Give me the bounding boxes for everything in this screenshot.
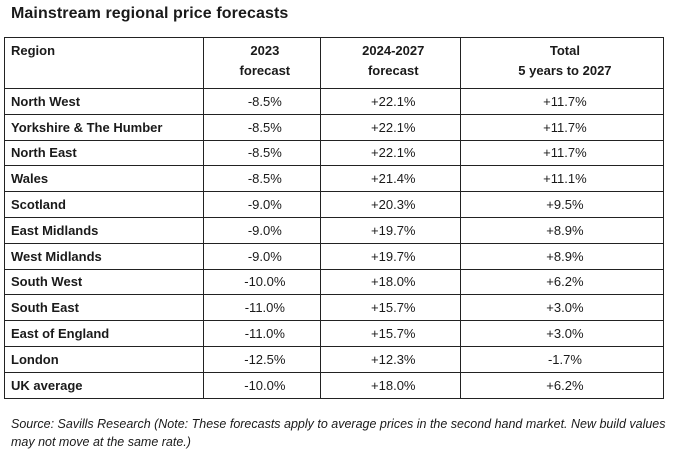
page-title: Mainstream regional price forecasts: [11, 5, 289, 22]
header-region: Region: [4, 37, 204, 89]
forecast-2023-cell: -11.0%: [203, 294, 321, 322]
forecast-table: Region 2023 forecast 2024-2027 forecast …: [4, 37, 665, 399]
forecast-2024-2027-cell: +22.1%: [319, 139, 461, 167]
forecast-2024-2027-cell: +12.3%: [319, 345, 461, 373]
region-cell: South West: [4, 268, 204, 296]
forecast-2024-2027-cell: +15.7%: [319, 294, 461, 322]
table-header-row: Region 2023 forecast 2024-2027 forecast …: [4, 37, 665, 89]
total-5-years-cell: +11.7%: [459, 88, 665, 115]
forecast-2023-cell: -10.0%: [203, 268, 321, 296]
region-cell: London: [4, 345, 204, 373]
header-total-line2: 5 years to 2027: [518, 63, 612, 78]
table-row: East Midlands -9.0% +19.7% +8.9%: [4, 216, 665, 244]
total-5-years-cell: -1.7%: [459, 345, 665, 373]
region-cell: UK average: [4, 371, 204, 399]
forecast-2023-cell: -11.0%: [203, 320, 321, 347]
forecast-2023-cell: -8.5%: [203, 113, 321, 141]
forecast-2024-2027-cell: +18.0%: [319, 371, 461, 399]
region-cell: South East: [4, 294, 204, 322]
total-5-years-cell: +6.2%: [459, 268, 665, 296]
table-row: Yorkshire & The Humber -8.5% +22.1% +11.7%: [4, 113, 665, 141]
table-row: South East -11.0% +15.7% +3.0%: [4, 294, 665, 322]
table-row: UK average -10.0% +18.0% +6.2%: [4, 371, 665, 399]
table-row: Scotland -9.0% +20.3% +9.5%: [4, 191, 665, 218]
forecast-2023-cell: -9.0%: [203, 191, 321, 218]
header-2023-line2: forecast: [239, 63, 291, 78]
region-cell: Wales: [4, 165, 204, 193]
forecast-2024-2027-cell: +18.0%: [319, 268, 461, 296]
total-5-years-cell: +11.7%: [459, 139, 665, 167]
region-cell: North West: [4, 88, 204, 115]
header-total: Total 5 years to 2027: [459, 37, 665, 89]
forecast-2024-2027-cell: +15.7%: [319, 320, 461, 347]
table-row: East of England -11.0% +15.7% +3.0%: [4, 320, 665, 347]
table-row: North West -8.5% +22.1% +11.7%: [4, 88, 665, 115]
forecast-2023-cell: -10.0%: [203, 371, 321, 399]
table-body: North West -8.5% +22.1% +11.7% Yorkshire & T…: [4, 88, 665, 399]
total-5-years-cell: +9.5%: [459, 191, 665, 218]
header-2024-2027-forecast: 2024-2027 forecast: [319, 37, 461, 89]
table-row: West Midlands -9.0% +19.7% +8.9%: [4, 242, 665, 270]
forecast-2023-cell: -9.0%: [203, 216, 321, 244]
total-5-years-cell: +11.1%: [459, 165, 665, 193]
total-5-years-cell: +8.9%: [459, 216, 665, 244]
total-5-years-cell: +11.7%: [459, 113, 665, 141]
forecast-2024-2027-cell: +19.7%: [319, 216, 461, 244]
total-5-years-cell: +6.2%: [459, 371, 665, 399]
region-cell: West Midlands: [4, 242, 204, 270]
forecast-2023-cell: -8.5%: [203, 165, 321, 193]
total-5-years-cell: +3.0%: [459, 320, 665, 347]
header-2024-2027-line2: forecast: [367, 63, 419, 78]
source-note: Source: Savills Research (Note: These fo…: [11, 417, 666, 449]
table-row: London -12.5% +12.3% -1.7%: [4, 345, 665, 373]
forecast-2023-cell: -8.5%: [203, 88, 321, 115]
region-cell: East Midlands: [4, 216, 204, 244]
region-cell: East of England: [4, 320, 204, 347]
region-cell: Yorkshire & The Humber: [4, 113, 204, 141]
header-2023-line1: 2023: [250, 43, 280, 58]
header-2023-forecast: 2023 forecast: [203, 37, 321, 89]
forecast-2024-2027-cell: +19.7%: [319, 242, 461, 270]
header-total-line1: Total: [549, 43, 580, 58]
total-5-years-cell: +8.9%: [459, 242, 665, 270]
total-5-years-cell: +3.0%: [459, 294, 665, 322]
table-row: North East -8.5% +22.1% +11.7%: [4, 139, 665, 167]
region-cell: Scotland: [4, 191, 204, 218]
forecast-2024-2027-cell: +20.3%: [319, 191, 461, 218]
table-row: South West -10.0% +18.0% +6.2%: [4, 268, 665, 296]
forecast-2023-cell: -8.5%: [203, 139, 321, 167]
forecast-2023-cell: -9.0%: [203, 242, 321, 270]
table-row: Wales -8.5% +21.4% +11.1%: [4, 165, 665, 193]
forecast-2023-cell: -12.5%: [203, 345, 321, 373]
forecast-2024-2027-cell: +22.1%: [319, 113, 461, 141]
forecast-2024-2027-cell: +22.1%: [319, 88, 461, 115]
header-2024-2027-line1: 2024-2027: [362, 43, 425, 58]
region-cell: North East: [4, 139, 204, 167]
forecast-2024-2027-cell: +21.4%: [319, 165, 461, 193]
